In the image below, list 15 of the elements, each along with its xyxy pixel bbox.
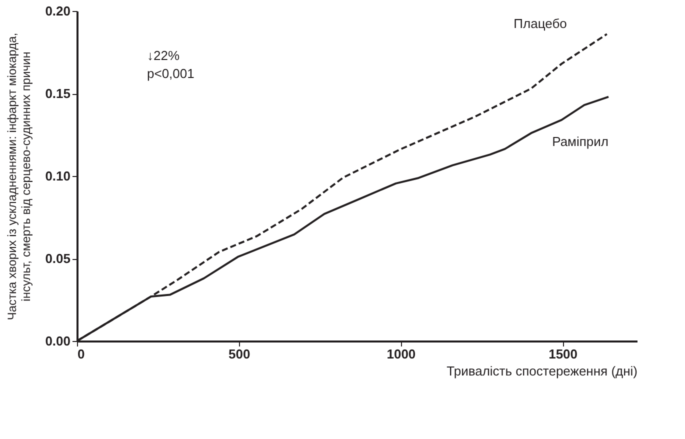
x-tick-label: 500 [228, 346, 250, 362]
series-label: Плацебо [514, 16, 567, 32]
series-label: Раміприл [552, 134, 609, 149]
annotation: p<0,001 [147, 66, 194, 81]
x-tick-label: 1000 [386, 346, 416, 362]
x-axis-title: Тривалість спостереження (дні) [446, 364, 638, 378]
y-tick-label: 0.05 [45, 251, 70, 266]
annotation: ↓22% [147, 48, 180, 63]
y-axis-title: Частка хворих із ускладненнями: інфаркт міокарда, інсульт, смерть від серцево-судинних причин [5, 32, 34, 320]
x-tick-label: 1500 [548, 346, 578, 362]
x-tick-label: 0 [78, 346, 85, 362]
y-tick-label: 0.00 [45, 334, 70, 348]
y-tick-label: 0.20 [45, 4, 70, 18]
y-tick-label: 0.15 [45, 86, 70, 101]
y-tick-label: 0.10 [45, 168, 70, 184]
